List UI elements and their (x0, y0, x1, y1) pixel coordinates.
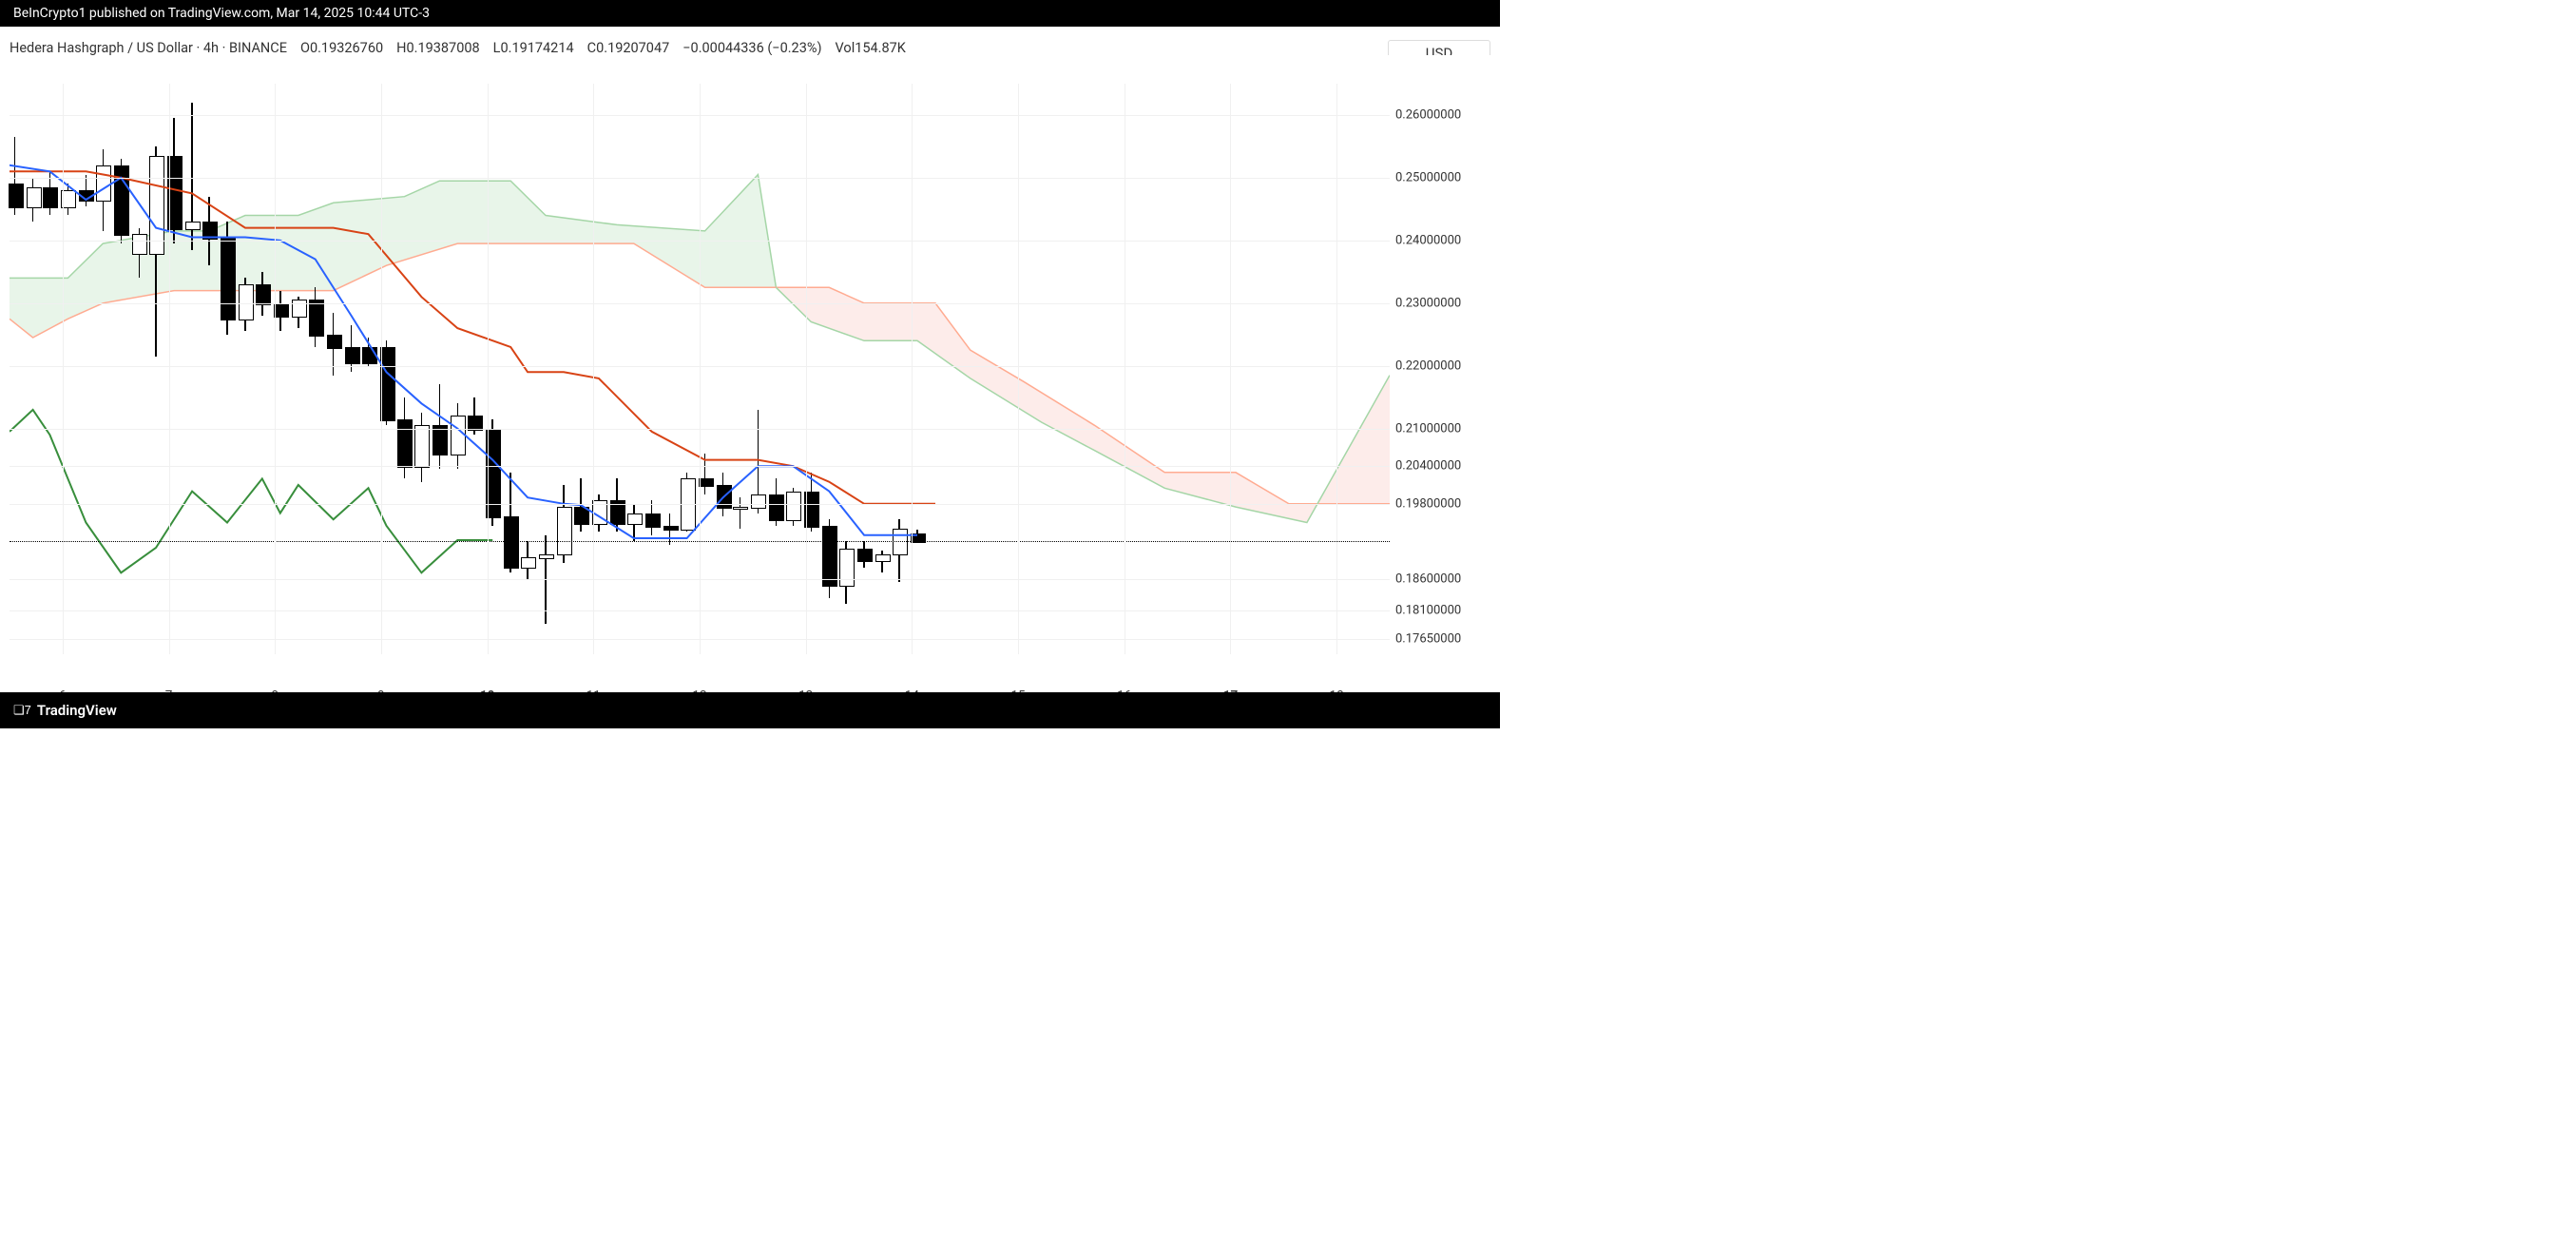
candle-body[interactable] (397, 419, 413, 468)
candle-body[interactable] (451, 416, 466, 455)
chart-header: Hedera Hashgraph / US Dollar · 4h · BINA… (10, 40, 906, 56)
y-tick: 0.19800000 (1395, 496, 1461, 511)
ohlc-h-label: H (396, 40, 406, 56)
ohlc-c-val: 0.19207047 (596, 40, 669, 56)
candle-body[interactable] (185, 222, 201, 230)
chart-plot-area[interactable]: 0.1920704702:15:09 (10, 84, 1390, 654)
candle-body[interactable] (786, 492, 801, 522)
candle-body[interactable] (893, 529, 908, 555)
candle-body[interactable] (875, 554, 891, 563)
y-tick: 0.25000000 (1395, 170, 1461, 184)
ohlc-chg: −0.00044336 (−0.23%) (682, 40, 821, 56)
y-tick: 0.17650000 (1395, 631, 1461, 646)
y-tick: 0.18600000 (1395, 572, 1461, 586)
candle-body[interactable] (733, 507, 748, 510)
candle-body[interactable] (717, 485, 732, 509)
candle-body[interactable] (839, 549, 855, 587)
y-tick: 0.21000000 (1395, 421, 1461, 436)
candle-body[interactable] (327, 335, 342, 349)
chart-container: BeInCrypto1 published on TradingView.com… (0, 0, 1500, 728)
vol-val: 154.87K (855, 40, 906, 56)
candle-body[interactable] (663, 526, 679, 531)
candle-body[interactable] (751, 494, 766, 509)
candle-body[interactable] (96, 165, 111, 202)
y-axis[interactable]: 0.26000000 0.25000000 0.24000000 0.23000000… (1390, 84, 1490, 654)
candle-body[interactable] (521, 557, 536, 569)
y-tick: 0.26000000 (1395, 107, 1461, 122)
candle-body[interactable] (345, 347, 360, 364)
candle-body[interactable] (114, 165, 129, 237)
candle-body[interactable] (221, 238, 236, 321)
ohlc-c-label: C (587, 40, 596, 56)
y-tick: 0.22000000 (1395, 358, 1461, 373)
candle-body[interactable] (574, 507, 589, 524)
candle-body[interactable] (256, 284, 271, 305)
footer-text: TradingView (37, 702, 117, 719)
candle-body[interactable] (79, 190, 94, 202)
y-tick: 0.20400000 (1395, 459, 1461, 474)
ohlc-o-label: O (300, 40, 310, 56)
y-tick: 0.24000000 (1395, 233, 1461, 247)
candle-body[interactable] (822, 526, 837, 588)
candle-body[interactable] (309, 300, 324, 336)
symbol-title: Hedera Hashgraph / US Dollar · 4h · BINA… (10, 40, 287, 56)
candle-body[interactable] (362, 347, 377, 364)
footer-bar: ❏7 TradingView (0, 692, 1500, 728)
y-tick: 0.23000000 (1395, 296, 1461, 310)
candle-wick (740, 497, 741, 529)
candle-body[interactable] (9, 184, 24, 207)
ohlc-l-val: 0.19174214 (500, 40, 573, 56)
ohlc-o-val: 0.19326760 (310, 40, 383, 56)
tradingview-logo-icon: ❏7 (13, 703, 31, 718)
candle-body[interactable] (539, 554, 554, 559)
candle-body[interactable] (504, 516, 519, 569)
candle-body[interactable] (414, 425, 430, 468)
candle-body[interactable] (627, 513, 643, 525)
candle-body[interactable] (645, 513, 661, 528)
candle-body[interactable] (557, 507, 572, 555)
attribution-bar: BeInCrypto1 published on TradingView.com… (0, 0, 1500, 27)
candle-body[interactable] (433, 425, 448, 455)
candle-body[interactable] (43, 187, 58, 208)
attribution-text: BeInCrypto1 published on TradingView.com… (13, 6, 430, 21)
candle-body[interactable] (202, 222, 218, 239)
candle-body[interactable] (27, 187, 42, 208)
y-tick: 0.18100000 (1395, 603, 1461, 617)
candle-body[interactable] (857, 549, 873, 562)
vol-label: Vol (836, 40, 855, 56)
candle-body[interactable] (132, 234, 147, 255)
candle-wick (704, 454, 706, 494)
ohlc-h-val: 0.19387008 (406, 40, 479, 56)
candle-body[interactable] (769, 494, 784, 521)
